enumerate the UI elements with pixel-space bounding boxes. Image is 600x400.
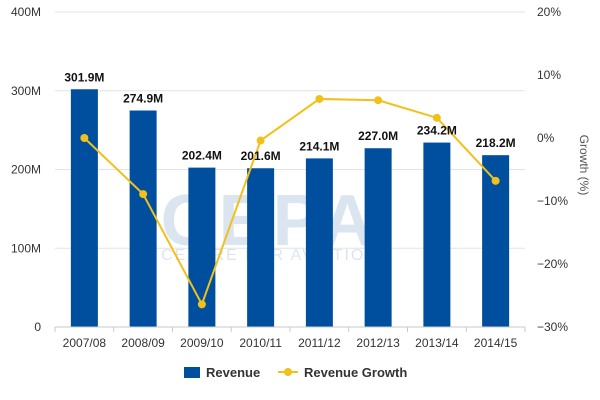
legend-growth-label: Revenue Growth: [304, 365, 407, 380]
bar-label: 201.6M: [241, 149, 281, 163]
bar-label: 202.4M: [182, 149, 222, 163]
growth-point-2011/12: [315, 94, 324, 103]
x-axis-tick-labels: 2007/08 2008/09 2009/10 2010/11 2011/12 2012/…: [63, 336, 518, 350]
right-tick-label: −10%: [537, 194, 568, 208]
right-tick-label: 0%: [537, 131, 555, 145]
bar-2011/12: [305, 158, 333, 327]
revenue-growth-line: [80, 94, 500, 309]
x-tick-label: 2014/15: [474, 336, 518, 350]
left-axis: 0 100M 200M 300M 400M: [11, 5, 41, 334]
growth-polyline: [83, 97, 497, 307]
bar-label: 234.2M: [417, 124, 457, 138]
right-tick-label: −20%: [537, 257, 568, 271]
bar-label: 274.9M: [123, 92, 163, 106]
bar-2010/11: [247, 168, 275, 327]
growth-point-2009/10: [197, 300, 206, 309]
bar-2013/14: [423, 142, 451, 327]
x-tick-label: 2008/09: [121, 336, 165, 350]
growth-point-2007/08: [80, 134, 89, 142]
growth-point-2012/13: [374, 96, 383, 105]
bar-2012/13: [364, 148, 392, 327]
legend-revenue-swatch: [184, 367, 200, 378]
bar-label: 227.0M: [358, 129, 398, 143]
legend: Revenue Revenue Growth: [184, 365, 407, 380]
left-tick-label: 0: [34, 320, 41, 334]
x-tick-label: 2011/12: [298, 336, 341, 350]
bar-value-labels: 301.9M 274.9M 202.4M 201.6M 214.1M 227.0M 234.…: [64, 70, 515, 163]
growth-point-2014/15: [491, 176, 500, 185]
right-tick-label: −30%: [537, 320, 568, 334]
left-tick-label: 400M: [11, 5, 41, 19]
bar-label: 214.1M: [299, 139, 339, 153]
right-axis-label: Growth (%): [577, 135, 591, 196]
x-tick-label: 2010/11: [239, 336, 282, 350]
legend-revenue-label: Revenue: [206, 365, 260, 380]
growth-point-2008/09: [139, 190, 148, 199]
bar-2008/09: [129, 110, 157, 327]
growth-point-2010/11: [256, 136, 265, 145]
left-tick-label: 200M: [11, 163, 41, 177]
right-tick-label: 20%: [537, 5, 561, 19]
right-tick-label: 10%: [537, 68, 561, 82]
x-tick-label: 2007/08: [63, 336, 107, 350]
revenue-bars: [70, 89, 510, 327]
bar-2007/08: [70, 89, 98, 327]
bar-label: 218.2M: [476, 136, 516, 150]
growth-point-2013/14: [432, 113, 441, 122]
x-tick-label: 2012/13: [356, 336, 400, 350]
x-tick-label: 2009/10: [180, 336, 224, 350]
left-tick-label: 300M: [11, 84, 41, 98]
x-tick-label: 2013/14: [415, 336, 459, 350]
right-axis: −30% −20% −10% 0% 10% 20%: [537, 5, 568, 334]
left-tick-label: 100M: [11, 241, 41, 255]
legend-growth-marker: [284, 368, 292, 376]
bar-label: 301.9M: [64, 70, 104, 84]
x-axis: [54, 326, 526, 332]
